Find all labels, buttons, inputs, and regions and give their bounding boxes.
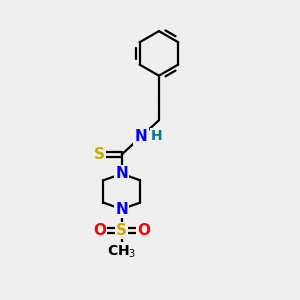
- Text: CH$_3$: CH$_3$: [107, 243, 136, 260]
- Text: N: N: [116, 202, 128, 217]
- Text: N: N: [116, 166, 128, 181]
- Text: H: H: [151, 129, 162, 143]
- Text: S: S: [94, 147, 105, 162]
- Text: O: O: [138, 223, 151, 238]
- Text: N: N: [135, 129, 148, 144]
- Text: S: S: [116, 223, 127, 238]
- Text: O: O: [93, 223, 106, 238]
